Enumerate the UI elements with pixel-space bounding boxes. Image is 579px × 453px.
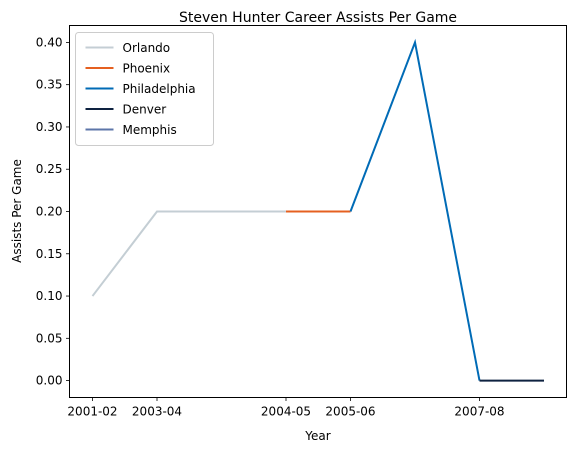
y-tick-label: 0.15: [36, 247, 63, 261]
x-axis: 2001-02 2003-04 2004-05 2005-06 2007-08: [67, 397, 505, 419]
legend-entry-memphis: Memphis: [85, 123, 177, 137]
legend-entry-philadelphia: Philadelphia: [85, 82, 196, 96]
series-line-orlando: [91, 210, 286, 297]
x-tick-label: 2004-05: [261, 405, 311, 419]
legend-label: Orlando: [123, 41, 171, 55]
legend-entry-denver: Denver: [85, 103, 167, 117]
series-line-philadelphia: [349, 38, 481, 381]
y-tick-label: 0.35: [36, 78, 63, 92]
legend-entry-orlando: Orlando: [85, 41, 171, 55]
legend-label: Denver: [123, 103, 167, 117]
legend-label: Philadelphia: [123, 82, 196, 96]
x-tick-label: 2003-04: [132, 405, 182, 419]
y-tick-label: 0.40: [36, 35, 63, 49]
x-tick-label: 2005-06: [325, 405, 375, 419]
y-tick-label: 0.20: [36, 205, 63, 219]
y-tick-label: 0.25: [36, 162, 63, 176]
y-axis-label: Assists Per Game: [10, 159, 24, 263]
x-tick-label: 2001-02: [67, 405, 117, 419]
y-tick-label: 0.00: [36, 374, 63, 388]
legend-entry-phoenix: Phoenix: [85, 62, 171, 76]
legend-box: [75, 32, 214, 146]
y-axis: 0.00 0.05 0.10 0.15 0.20 0.25 0.30 0.35 0.40: [36, 35, 70, 388]
plot-lines: [91, 38, 544, 382]
x-tick-label: 2007-08: [454, 405, 504, 419]
legend: Orlando Phoenix Philadelphia Denver Memphis: [75, 32, 214, 146]
y-tick-label: 0.30: [36, 120, 63, 134]
chart-title: Steven Hunter Career Assists Per Game: [179, 10, 457, 26]
y-tick-label: 0.10: [36, 289, 63, 303]
legend-label: Memphis: [123, 123, 177, 137]
legend-label: Phoenix: [123, 62, 171, 76]
x-axis-label: Year: [304, 429, 330, 443]
y-tick-label: 0.05: [36, 331, 63, 345]
